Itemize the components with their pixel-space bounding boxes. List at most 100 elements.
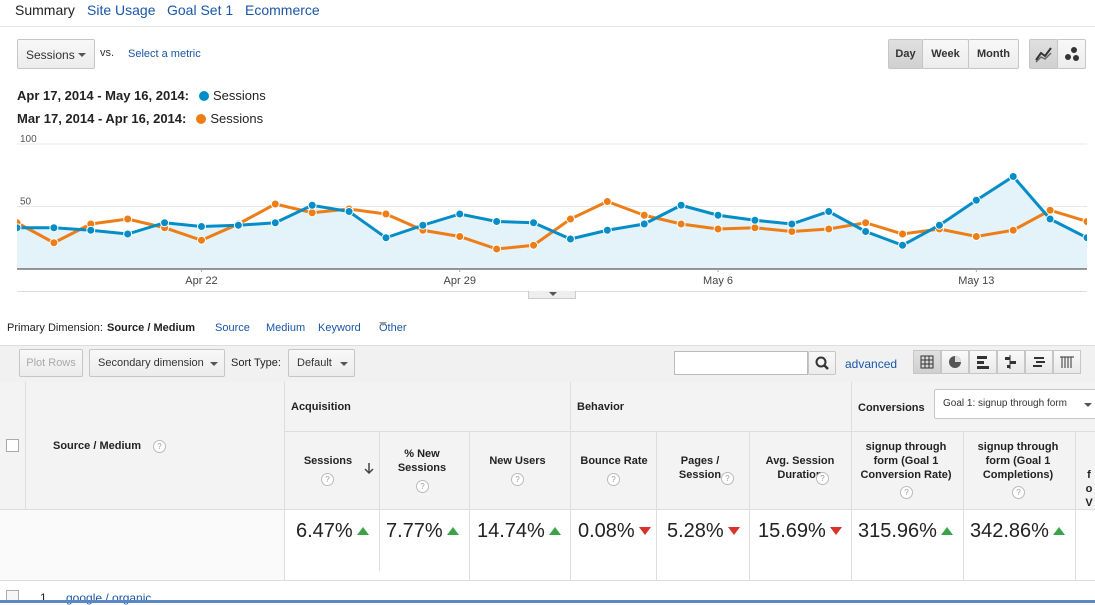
x-tick-label: May 13 <box>958 275 994 287</box>
metric-dropdown[interactable]: Sessions <box>17 39 95 69</box>
comparison-view-button[interactable] <box>997 350 1025 374</box>
help-icon[interactable]: ? <box>721 472 734 485</box>
data-point-previous <box>529 240 539 250</box>
line-chart-button[interactable] <box>1029 39 1058 69</box>
data-point-previous <box>455 232 465 241</box>
data-point-previous <box>565 214 575 224</box>
data-table: Source / Medium ? Acquisition Behavior C… <box>0 382 1095 605</box>
col-sessions[interactable]: Sessions ? <box>285 432 380 509</box>
pie-chart-icon <box>949 356 961 368</box>
total-conv-rate-value: 315.96% <box>858 520 937 542</box>
total-completions: 342.86% <box>964 510 1076 582</box>
data-point-current <box>934 220 944 230</box>
motion-chart-button[interactable] <box>1057 39 1086 69</box>
select-metric-link[interactable]: Select a metric <box>128 48 201 60</box>
data-point-previous <box>1008 225 1018 235</box>
help-icon[interactable]: ? <box>416 480 429 493</box>
help-icon[interactable]: ? <box>1012 486 1025 499</box>
select-all-checkbox[interactable] <box>6 439 19 452</box>
behavior-group-header: Behavior <box>571 382 852 432</box>
data-point-current <box>676 200 686 210</box>
conversions-label: Conversions <box>858 402 925 414</box>
legend-current: Apr 17, 2014 - May 16, 2014: Sessions <box>17 88 266 103</box>
col-bounce-rate[interactable]: Bounce Rate ? <box>571 432 657 509</box>
conversions-group-header: Conversions Goal 1: signup through form <box>852 382 1095 432</box>
data-point-current <box>861 227 871 236</box>
term-cloud-view-button[interactable] <box>1025 350 1053 374</box>
secondary-dimension-dropdown[interactable]: Secondary dimension <box>89 349 225 377</box>
source-medium-header-label: Source / Medium <box>53 440 142 452</box>
pivot-view-button[interactable] <box>1053 350 1081 374</box>
arrow-up-icon <box>940 527 953 535</box>
data-point-previous <box>381 209 391 219</box>
advanced-filter-link[interactable]: advanced <box>845 357 898 371</box>
data-table-view-button[interactable] <box>913 350 941 374</box>
col-avg-session-duration[interactable]: Avg. Session Duration ? <box>750 432 852 509</box>
col-pct-new-sessions-label: % New Sessions <box>397 448 447 474</box>
col-goal-completions[interactable]: signup through form (Goal 1 Completions)… <box>964 432 1076 509</box>
col-pages-session[interactable]: Pages / Session ? <box>657 432 750 509</box>
data-point-current <box>1082 233 1092 243</box>
col-new-users[interactable]: New Users ? <box>470 432 571 509</box>
col-pct-new-sessions[interactable]: % New Sessions ? <box>380 432 470 509</box>
data-point-previous <box>824 224 834 234</box>
plot-rows-button[interactable]: Plot Rows <box>19 349 83 377</box>
data-point-current <box>270 218 280 228</box>
bottom-scroll-bar[interactable] <box>0 600 1095 603</box>
help-icon[interactable]: ? <box>511 473 524 486</box>
table-search-input[interactable] <box>674 351 808 375</box>
arrow-up-icon <box>1052 527 1065 535</box>
sort-type-dropdown[interactable]: Default <box>288 349 355 377</box>
header-divider <box>0 509 1095 510</box>
total-pages-session-value: 5.28% <box>667 520 724 542</box>
data-point-previous <box>49 238 59 248</box>
help-icon[interactable]: ? <box>900 486 913 499</box>
search-icon <box>815 356 829 370</box>
tab-summary[interactable]: Summary <box>15 2 75 18</box>
comparison-icon <box>1005 355 1016 369</box>
search-button[interactable] <box>808 351 836 375</box>
week-button[interactable]: Week <box>922 39 969 69</box>
tab-ecommerce[interactable]: Ecommerce <box>245 2 320 18</box>
data-point-current <box>455 209 465 219</box>
previous-series-dot <box>196 114 207 124</box>
help-icon[interactable]: ? <box>816 472 829 485</box>
total-cut-off <box>1076 510 1095 582</box>
dimension-medium[interactable]: Medium <box>266 322 306 334</box>
goal-select-dropdown[interactable]: Goal 1: signup through form <box>934 389 1095 419</box>
data-point-current <box>1008 172 1018 181</box>
percentage-view-button[interactable] <box>941 350 969 374</box>
chart-resize-handle[interactable] <box>528 291 576 299</box>
dimension-source-medium[interactable]: Source / Medium <box>107 322 196 334</box>
col-goal-conversion-rate[interactable]: signup through form (Goal 1 Conversion R… <box>852 432 964 509</box>
x-tick-label: May 6 <box>703 275 733 287</box>
report-tabs: Summary Site Usage Goal Set 1 Ecommerce <box>0 0 1095 27</box>
month-button[interactable]: Month <box>968 39 1019 69</box>
dimension-source[interactable]: Source <box>215 322 250 334</box>
tab-goal-set-1[interactable]: Goal Set 1 <box>167 2 234 18</box>
dimension-keyword[interactable]: Keyword <box>318 322 361 334</box>
data-point-previous <box>750 223 760 233</box>
row-divider <box>0 580 1095 581</box>
source-medium-header[interactable]: Source / Medium ? <box>26 382 285 509</box>
help-icon[interactable]: ? <box>607 473 620 486</box>
current-series-label: Sessions <box>213 88 266 103</box>
data-point-previous <box>270 199 280 209</box>
arrow-down-icon <box>727 527 740 535</box>
pivot-icon <box>1060 356 1074 368</box>
sessions-chart: 100 50 Apr 22 Apr 29 May 6 May 13 <box>12 134 1092 292</box>
term-cloud-icon <box>1033 357 1045 367</box>
metric-dropdown-value: Sessions <box>26 48 75 62</box>
bubble-chart-icon <box>1065 47 1079 61</box>
data-point-current <box>160 218 170 228</box>
help-icon[interactable]: ? <box>321 473 334 486</box>
col-cut-off[interactable]: fo V <box>1076 432 1095 509</box>
performance-view-button[interactable] <box>969 350 997 374</box>
tab-site-usage[interactable]: Site Usage <box>87 2 156 18</box>
primary-dimension-bar: Primary Dimension: Source / Medium Sourc… <box>7 322 507 338</box>
day-button[interactable]: Day <box>888 39 923 69</box>
chevron-down-icon <box>549 292 557 296</box>
help-icon[interactable]: ? <box>153 440 166 453</box>
total-sessions: 6.47% <box>285 510 380 571</box>
data-point-previous <box>639 210 649 220</box>
